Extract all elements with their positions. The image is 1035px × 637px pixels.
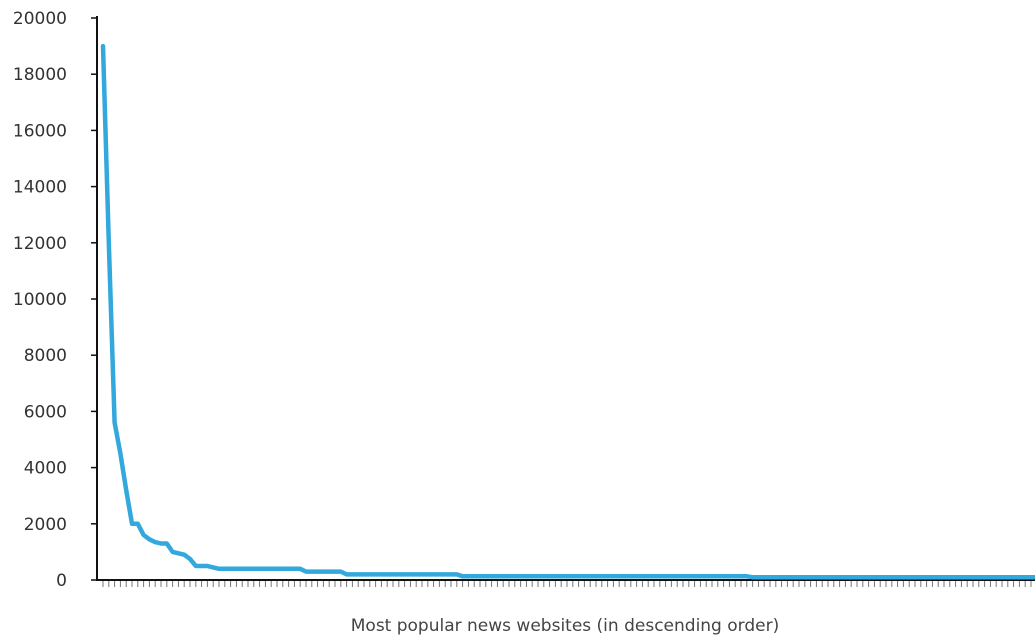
y-tick-label: 12000 [13, 234, 67, 254]
y-tick-label: 2000 [24, 515, 67, 535]
y-tick-label: 0 [56, 571, 67, 591]
y-tick-label: 6000 [24, 402, 67, 422]
y-tick-label: 16000 [13, 121, 67, 141]
y-tick-label: 20000 [13, 9, 67, 29]
x-axis-ticks [102, 580, 1032, 587]
y-tick-label: 18000 [13, 65, 67, 85]
y-tick-label: 4000 [24, 459, 67, 479]
x-axis-label: Most popular news websites (in descendin… [351, 616, 779, 636]
y-axis-ticks: 0 2000 4000 6000 8000 10000 12000 14000 16000 180… [13, 9, 97, 591]
y-tick-label: 8000 [24, 346, 67, 366]
y-tick-label: 14000 [13, 178, 67, 198]
y-tick-label: 10000 [13, 290, 67, 310]
series-line [100, 43, 1035, 580]
